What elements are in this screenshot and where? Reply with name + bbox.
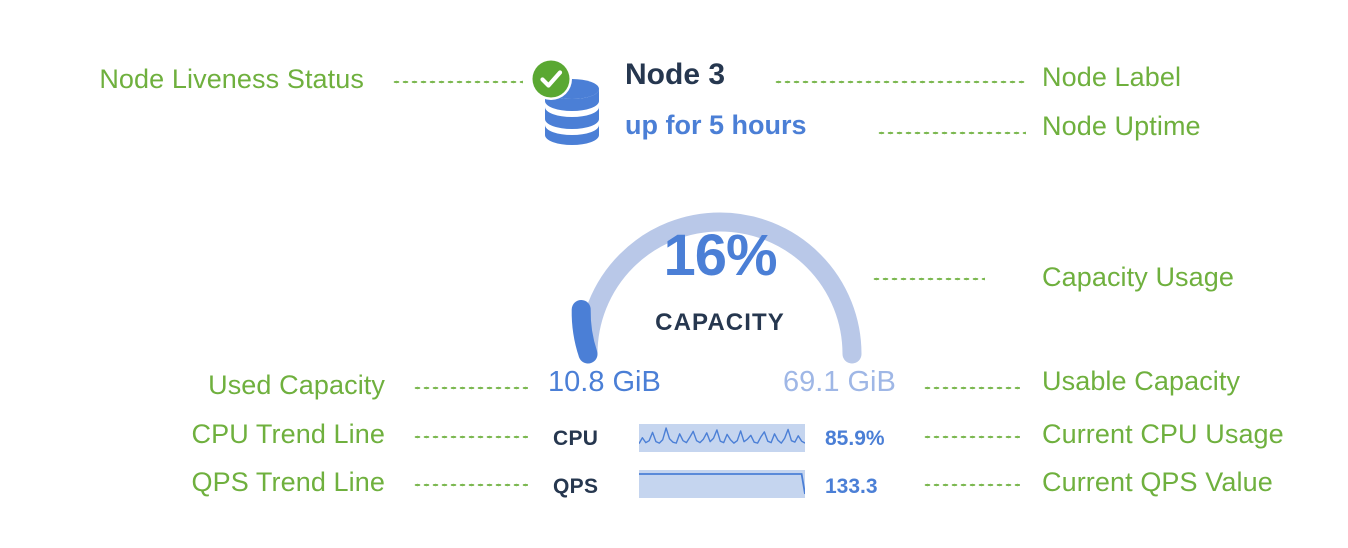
leader-line-capacity-usage (872, 277, 985, 281)
annotation-current-cpu-usage: Current CPU Usage (1042, 419, 1284, 449)
used-capacity-value: 10.8 GiB (548, 366, 661, 398)
qps-metric-value: 133.3 (825, 475, 878, 498)
node-label: Node 3 (625, 58, 726, 91)
capacity-percent: 16% (663, 223, 777, 288)
gauge-track (578, 212, 862, 364)
annotation-used-capacity: Used Capacity (208, 370, 385, 400)
annotation-node-uptime: Node Uptime (1042, 111, 1201, 141)
annotation-capacity-usage: Capacity Usage (1042, 262, 1234, 292)
leader-line-used-capacity (413, 386, 528, 390)
leader-line-qps-trend-line (413, 483, 528, 487)
annotation-node-liveness-status: Node Liveness Status (99, 64, 364, 94)
node-uptime: up for 5 hours (625, 110, 807, 140)
annotation-current-qps-value: Current QPS Value (1042, 467, 1273, 497)
capacity-gauge: 16% CAPACITY (560, 163, 880, 373)
check-badge-icon (530, 58, 572, 100)
capacity-caption: CAPACITY (655, 309, 785, 336)
qps-sparkline (639, 470, 805, 498)
leader-line-node-liveness-status (392, 80, 523, 84)
gauge-fill (571, 300, 598, 364)
cpu-sparkline (639, 424, 805, 452)
leader-line-node-label (774, 80, 1026, 84)
capacity-gauge-arc (571, 212, 862, 364)
leader-line-usable-capacity (923, 386, 1020, 390)
leader-line-node-uptime (877, 131, 1026, 135)
cpu-metric-label: CPU (553, 427, 599, 450)
annotation-cpu-trend-line: CPU Trend Line (191, 419, 385, 449)
database-check-icon (530, 58, 599, 145)
cpu-metric-value: 85.9% (825, 427, 885, 450)
annotation-node-label: Node Label (1042, 62, 1182, 92)
leader-line-cpu-trend-line (413, 435, 528, 439)
qps-metric-label: QPS (553, 475, 599, 498)
leader-line-current-cpu-usage (923, 435, 1020, 439)
annotation-usable-capacity: Usable Capacity (1042, 366, 1241, 396)
leader-line-current-qps-value (923, 483, 1020, 487)
usable-capacity-value: 69.1 GiB (783, 366, 896, 398)
annotation-qps-trend-line: QPS Trend Line (191, 467, 385, 497)
